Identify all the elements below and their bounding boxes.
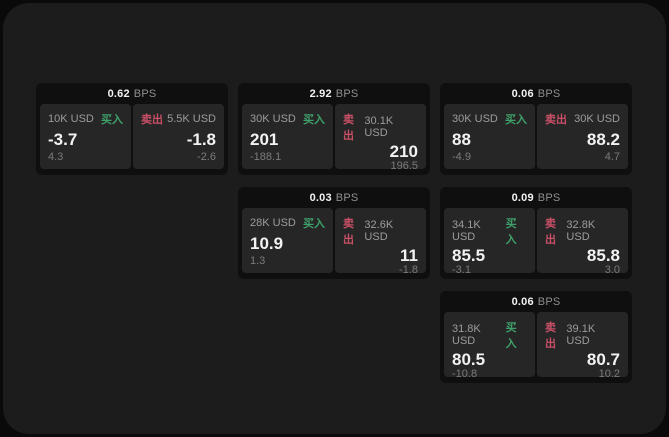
- buy-panel[interactable]: 31.8K USD 买入 80.5 -10.8: [444, 312, 535, 380]
- buy-size: 30K USD: [250, 113, 296, 125]
- sell-side-label: 卖出: [545, 218, 556, 246]
- sell-panel[interactable]: 卖出 30.1K USD 210 196.5: [335, 104, 426, 172]
- bps-value: 0.03: [309, 191, 332, 204]
- buy-price: 85.5: [452, 246, 486, 265]
- sell-size: 30K USD: [574, 113, 620, 125]
- buy-size: 28K USD: [250, 217, 296, 229]
- buy-price: 10.9: [250, 233, 284, 253]
- sell-delta: 196.5: [390, 160, 418, 172]
- buy-delta: 1.3: [250, 255, 266, 267]
- sell-size: 30.1K USD: [364, 115, 394, 139]
- sell-price: 80.7: [586, 350, 620, 369]
- card-header: 0.06 BPS: [440, 291, 632, 312]
- bps-value: 0.09: [511, 191, 534, 204]
- sell-side-label: 卖出: [545, 322, 556, 350]
- quote-card: 0.62 BPS 10K USD 买入 -3.7 4.3 卖出 5.5K USD…: [36, 83, 228, 175]
- sell-side-label: 卖出: [141, 114, 163, 126]
- sell-price: 88.2: [586, 129, 620, 149]
- bps-unit-label: BPS: [335, 191, 359, 204]
- buy-panel[interactable]: 28K USD 买入 10.9 1.3: [242, 208, 333, 273]
- sell-size: 32.8K USD: [566, 219, 596, 243]
- buy-delta: -3.1: [452, 264, 471, 276]
- buy-size: 10K USD: [48, 113, 94, 125]
- buy-price: 80.5: [452, 350, 486, 369]
- buy-side-label: 买入: [505, 114, 527, 126]
- buy-panel[interactable]: 10K USD 买入 -3.7 4.3: [40, 104, 131, 169]
- buy-size: 31.8K USD: [452, 323, 481, 347]
- sell-delta: 3.0: [604, 264, 620, 276]
- sell-delta: 4.7: [604, 151, 620, 163]
- sell-panel[interactable]: 卖出 30K USD 88.2 4.7: [537, 104, 628, 169]
- sell-panel[interactable]: 卖出 39.1K USD 80.7 10.2: [537, 312, 628, 380]
- bps-unit-label: BPS: [537, 295, 561, 308]
- card-header: 0.06 BPS: [440, 83, 632, 104]
- buy-delta: 4.3: [48, 151, 64, 163]
- sell-size: 32.6K USD: [364, 219, 394, 243]
- card-header: 0.03 BPS: [238, 187, 430, 208]
- buy-side-label: 买入: [505, 218, 517, 246]
- buy-panel[interactable]: 30K USD 买入 88 -4.9: [444, 104, 535, 169]
- sell-price: 85.8: [586, 246, 620, 265]
- buy-size: 34.1K USD: [452, 219, 481, 243]
- sell-delta: 10.2: [598, 368, 620, 380]
- buy-price: 201: [250, 129, 279, 149]
- buy-side-label: 买入: [303, 218, 325, 230]
- buy-delta: -188.1: [250, 151, 282, 163]
- buy-price: -3.7: [48, 129, 78, 149]
- sell-side-label: 卖出: [343, 218, 354, 246]
- card-header: 0.09 BPS: [440, 187, 632, 208]
- quote-card: 2.92 BPS 30K USD 买入 201 -188.1 卖出 30.1K …: [238, 83, 430, 175]
- buy-side-label: 买入: [303, 114, 325, 126]
- bps-value: 0.62: [107, 87, 130, 100]
- buy-side-label: 买入: [505, 322, 517, 350]
- sell-side-label: 卖出: [545, 114, 567, 126]
- bps-value: 0.06: [511, 295, 534, 308]
- sell-price: 11: [400, 246, 418, 265]
- bps-value: 0.06: [511, 87, 534, 100]
- sell-side-label: 卖出: [343, 114, 354, 142]
- bps-unit-label: BPS: [133, 87, 157, 100]
- sell-size: 5.5K USD: [167, 113, 216, 125]
- buy-side-label: 买入: [101, 114, 123, 126]
- quote-card: 0.06 BPS 30K USD 买入 88 -4.9 卖出 30K USD 8…: [440, 83, 632, 175]
- sell-panel[interactable]: 卖出 32.6K USD 11 -1.8: [335, 208, 426, 276]
- sell-panel[interactable]: 卖出 5.5K USD -1.8 -2.6: [133, 104, 224, 169]
- buy-delta: -4.9: [452, 151, 471, 163]
- buy-size: 30K USD: [452, 113, 498, 125]
- sell-delta: -1.8: [399, 264, 418, 276]
- buy-panel[interactable]: 34.1K USD 买入 85.5 -3.1: [444, 208, 535, 276]
- bps-value: 2.92: [309, 87, 332, 100]
- quote-card: 0.09 BPS 34.1K USD 买入 85.5 -3.1 卖出 32.8K…: [440, 187, 632, 279]
- bps-unit-label: BPS: [537, 191, 561, 204]
- buy-price: 88: [452, 129, 471, 149]
- quote-card: 0.03 BPS 28K USD 买入 10.9 1.3 卖出 32.6K US…: [238, 187, 430, 279]
- bps-unit-label: BPS: [335, 87, 359, 100]
- sell-price: 210: [389, 142, 418, 161]
- sell-size: 39.1K USD: [566, 323, 596, 347]
- sell-delta: -2.6: [197, 151, 216, 163]
- card-header: 2.92 BPS: [238, 83, 430, 104]
- quote-card: 0.06 BPS 31.8K USD 买入 80.5 -10.8 卖出 39.1…: [440, 291, 632, 383]
- sell-panel[interactable]: 卖出 32.8K USD 85.8 3.0: [537, 208, 628, 276]
- card-header: 0.62 BPS: [36, 83, 228, 104]
- sell-price: -1.8: [186, 129, 216, 149]
- bps-unit-label: BPS: [537, 87, 561, 100]
- buy-delta: -10.8: [452, 368, 478, 380]
- buy-panel[interactable]: 30K USD 买入 201 -188.1: [242, 104, 333, 169]
